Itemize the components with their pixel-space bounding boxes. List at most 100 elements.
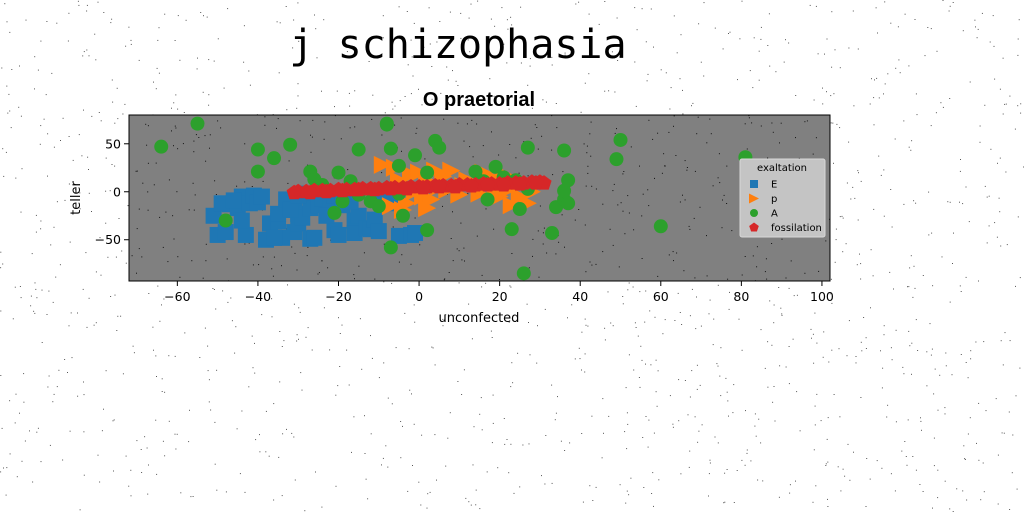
speckle-dot [161,304,162,306]
speckle-dot [771,344,773,346]
speckle-dot [117,118,119,120]
speckle-dot [188,441,190,443]
data-point [266,229,283,246]
speckle-dot [795,137,796,139]
speckle-dot [156,473,158,475]
speckle-dot [281,265,282,267]
speckle-dot [865,348,867,349]
speckle-dot [678,420,680,422]
speckle-dot [647,446,649,448]
speckle-dot [93,324,95,326]
speckle-dot [236,185,238,187]
speckle-dot [434,364,436,366]
speckle-dot [913,265,915,267]
speckle-dot [346,349,348,351]
speckle-dot [676,52,678,54]
speckle-dot [552,174,554,176]
speckle-dot [248,242,250,244]
speckle-dot [472,464,474,466]
speckle-dot [79,509,81,511]
speckle-dot [815,5,817,7]
data-point [267,151,282,166]
speckle-dot [833,162,834,164]
speckle-dot [758,418,760,420]
speckle-dot [634,7,636,9]
speckle-dot [315,471,316,473]
speckle-dot [609,228,611,230]
speckle-dot [544,308,546,310]
speckle-dot [693,217,695,219]
speckle-dot [571,304,573,306]
speckle-dot [703,75,705,77]
speckle-dot [949,5,951,7]
speckle-dot [217,38,219,40]
speckle-dot [445,465,447,467]
speckle-dot [834,49,836,51]
speckle-dot [513,492,515,494]
speckle-dot [912,456,914,457]
data-point [330,226,347,243]
speckle-dot [604,327,606,329]
speckle-dot [337,385,339,387]
speckle-dot [617,60,619,61]
speckle-dot [188,297,190,299]
speckle-dot [628,282,630,284]
speckle-dot [1009,95,1011,97]
speckle-dot [696,296,697,298]
speckle-dot [241,410,243,412]
speckle-dot [77,312,78,314]
speckle-dot [1017,38,1019,40]
speckle-dot [286,428,287,430]
speckle-dot [497,467,499,469]
data-point [381,197,400,216]
speckle-dot [254,342,255,344]
speckle-dot [887,73,889,75]
speckle-dot [686,169,688,171]
speckle-dot [569,442,571,444]
speckle-dot [128,485,130,487]
speckle-dot [768,13,770,15]
speckle-dot [555,253,557,255]
speckle-dot [114,122,116,124]
speckle-dot [423,46,425,48]
speckle-dot [220,127,222,129]
speckle-dot [9,31,11,33]
speckle-dot [936,50,938,52]
speckle-dot [829,293,831,295]
speckle-dot [112,101,114,103]
speckle-dot [839,416,841,418]
speckle-dot [622,210,624,212]
speckle-dot [161,378,163,380]
speckle-dot [897,26,899,28]
speckle-dot [845,243,847,245]
speckle-dot [279,331,281,332]
speckle-dot [189,409,190,411]
speckle-dot [489,78,491,80]
speckle-dot [413,304,415,306]
speckle-dot [721,227,723,229]
speckle-dot [412,75,414,77]
speckle-dot [932,507,933,509]
speckle-dot [865,337,867,339]
speckle-dot [183,112,185,113]
speckle-dot [903,373,905,375]
speckle-dot [88,192,90,194]
speckle-dot [418,481,420,483]
speckle-dot [209,147,210,149]
speckle-dot [318,272,320,274]
speckle-dot [307,327,309,329]
speckle-dot [911,342,913,344]
speckle-dot [100,120,102,122]
speckle-dot [956,488,958,490]
speckle-dot [416,127,418,129]
speckle-dot [367,498,369,500]
speckle-dot [298,338,299,340]
speckle-dot [641,359,643,361]
speckle-dot [155,162,157,164]
speckle-dot [620,202,622,204]
speckle-dot [21,168,23,170]
speckle-dot [729,291,730,293]
speckle-dot [476,123,478,125]
speckle-dot [271,316,273,318]
speckle-dot [384,112,386,114]
